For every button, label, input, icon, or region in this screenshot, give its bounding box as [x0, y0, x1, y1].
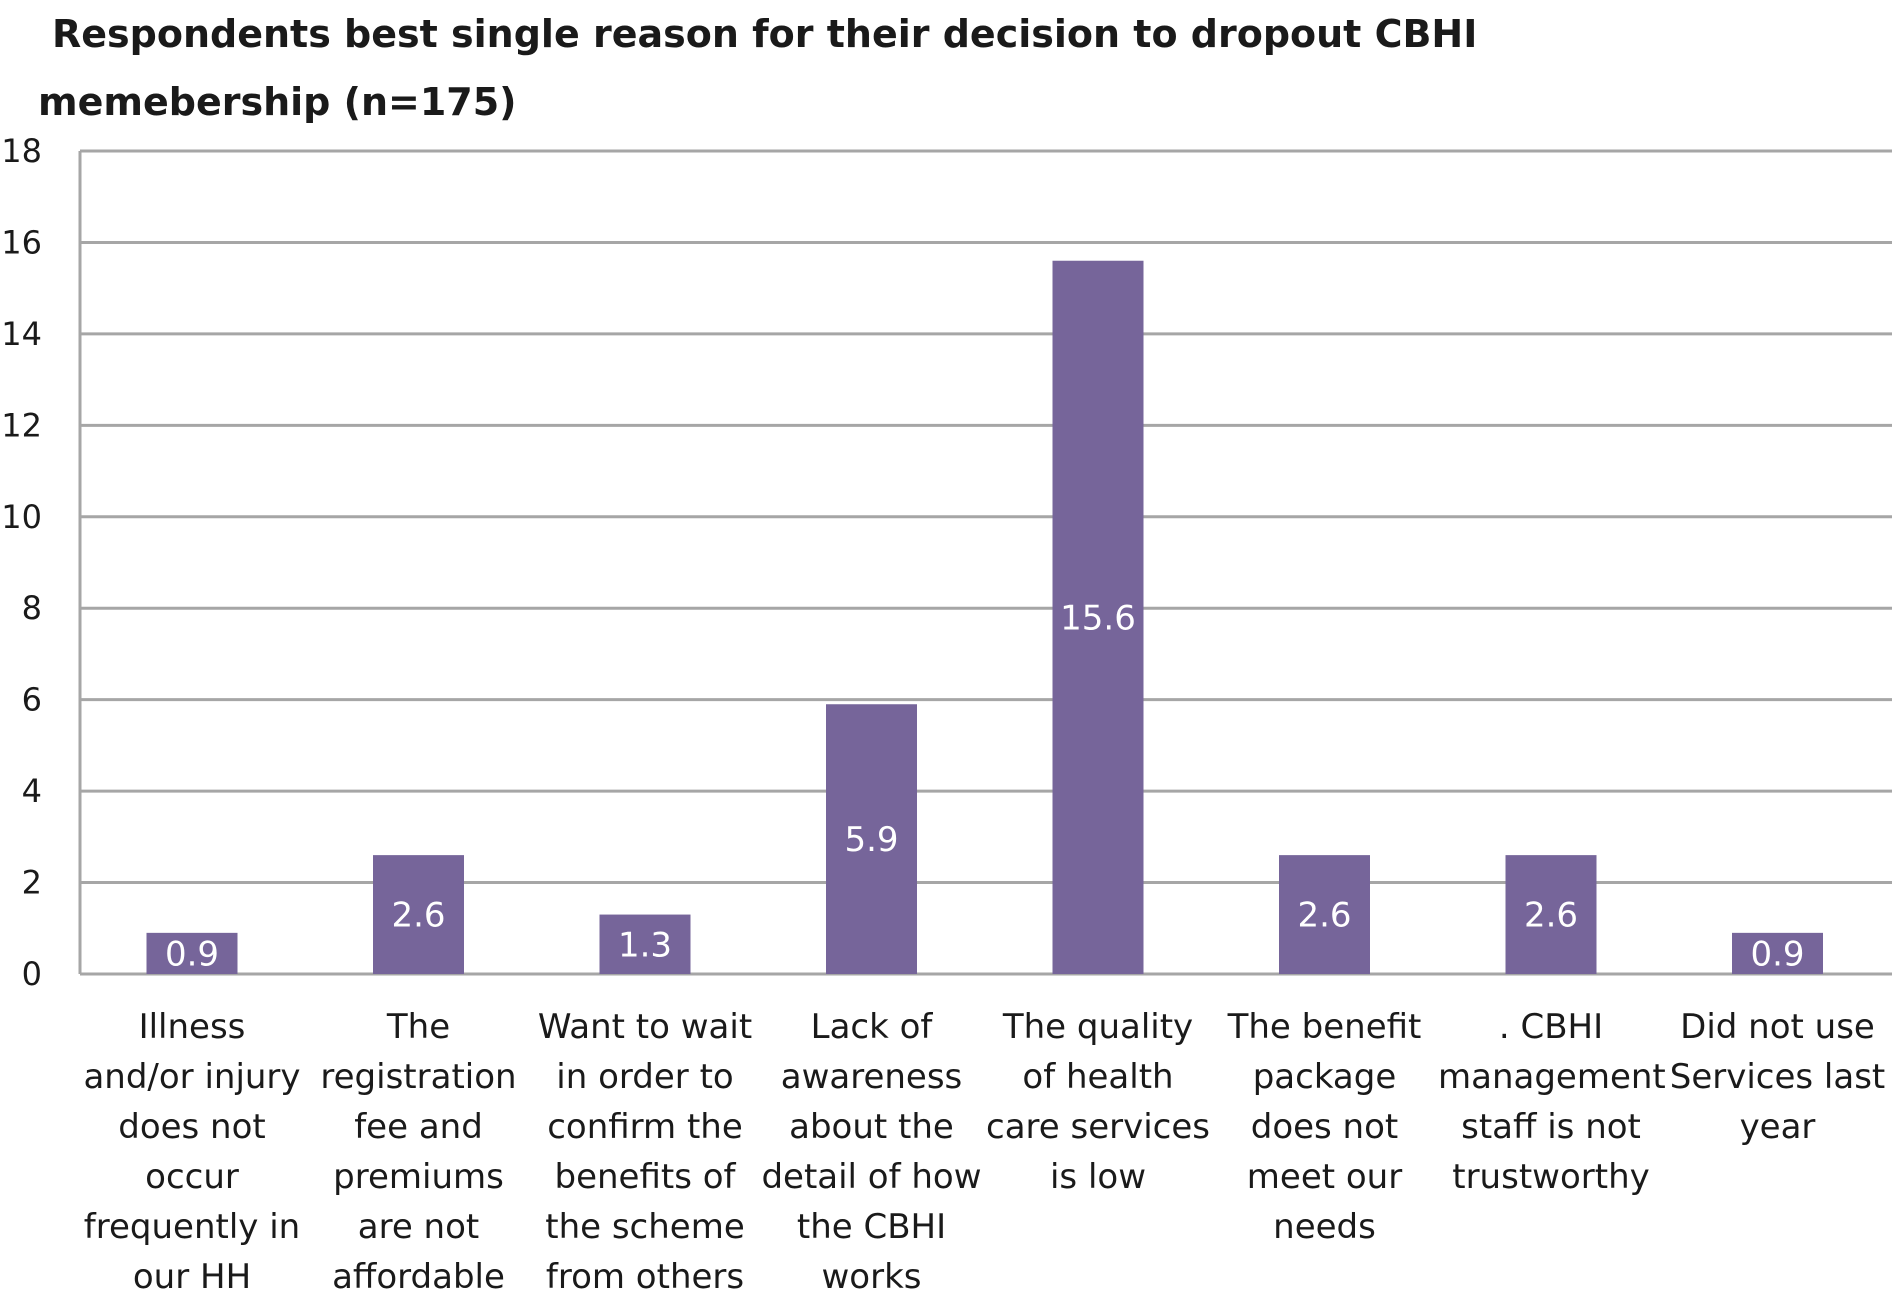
- y-tick-label: 8: [22, 589, 42, 627]
- y-tick-label: 10: [1, 498, 42, 536]
- bar-data-label: 0.9: [1750, 934, 1804, 974]
- x-category-label: . CBHI management staff is not trustwort…: [1438, 1007, 1666, 1197]
- y-tick-label: 18: [1, 132, 42, 170]
- y-tick-label: 12: [1, 406, 42, 444]
- bar-data-label: 2.6: [1297, 896, 1351, 936]
- bar: [826, 704, 917, 974]
- bar-data-label: 15.6: [1060, 598, 1136, 638]
- bar-data-label: 2.6: [391, 896, 445, 936]
- bar: [1505, 855, 1597, 974]
- x-category-label: Lack of awareness about the detail of ho…: [761, 1007, 982, 1297]
- y-tick-label: 14: [1, 315, 42, 353]
- x-category-label: The registration fee and premiums are no…: [320, 1007, 517, 1297]
- bar: [146, 932, 238, 974]
- bar-data-label: 5.9: [844, 820, 898, 860]
- bar-data-label: 2.6: [1524, 896, 1578, 936]
- bar: [1732, 932, 1823, 974]
- y-tick-label: 16: [1, 223, 42, 261]
- x-category-label: The quality of health care services is l…: [986, 1007, 1210, 1197]
- gridlines: [80, 149, 1892, 885]
- x-category-label: Did not use Services last year: [1669, 1007, 1886, 1147]
- axes: [78, 151, 1892, 976]
- y-tick-label: 0: [22, 955, 42, 993]
- bar-data-labels: 0.9 2.6 1.3 5.9 15.6 2.6 2.6 0.9: [165, 598, 1805, 974]
- y-tick-label: 2: [22, 864, 42, 902]
- x-category-label: Illness and/or injury does not occur fre…: [83, 1007, 301, 1297]
- y-tick-label: 6: [22, 681, 42, 719]
- bar: [599, 914, 691, 974]
- bar: [1279, 855, 1370, 974]
- chart-title: Respondents best single reason for their…: [38, 12, 1478, 124]
- x-category-label: Want to wait in order to confirm the ben…: [537, 1007, 753, 1297]
- bar-data-label: 1.3: [618, 925, 672, 965]
- bar: [1052, 260, 1144, 974]
- bar-data-label: 0.9: [165, 934, 219, 974]
- y-axis-tick-labels: 0 2 4 6 8 10 12 14 16 18: [1, 132, 42, 993]
- bar: [373, 855, 464, 974]
- bars: [146, 260, 1823, 974]
- y-tick-label: 4: [22, 772, 42, 810]
- x-category-label: The benefit package does not meet our ne…: [1227, 1007, 1422, 1247]
